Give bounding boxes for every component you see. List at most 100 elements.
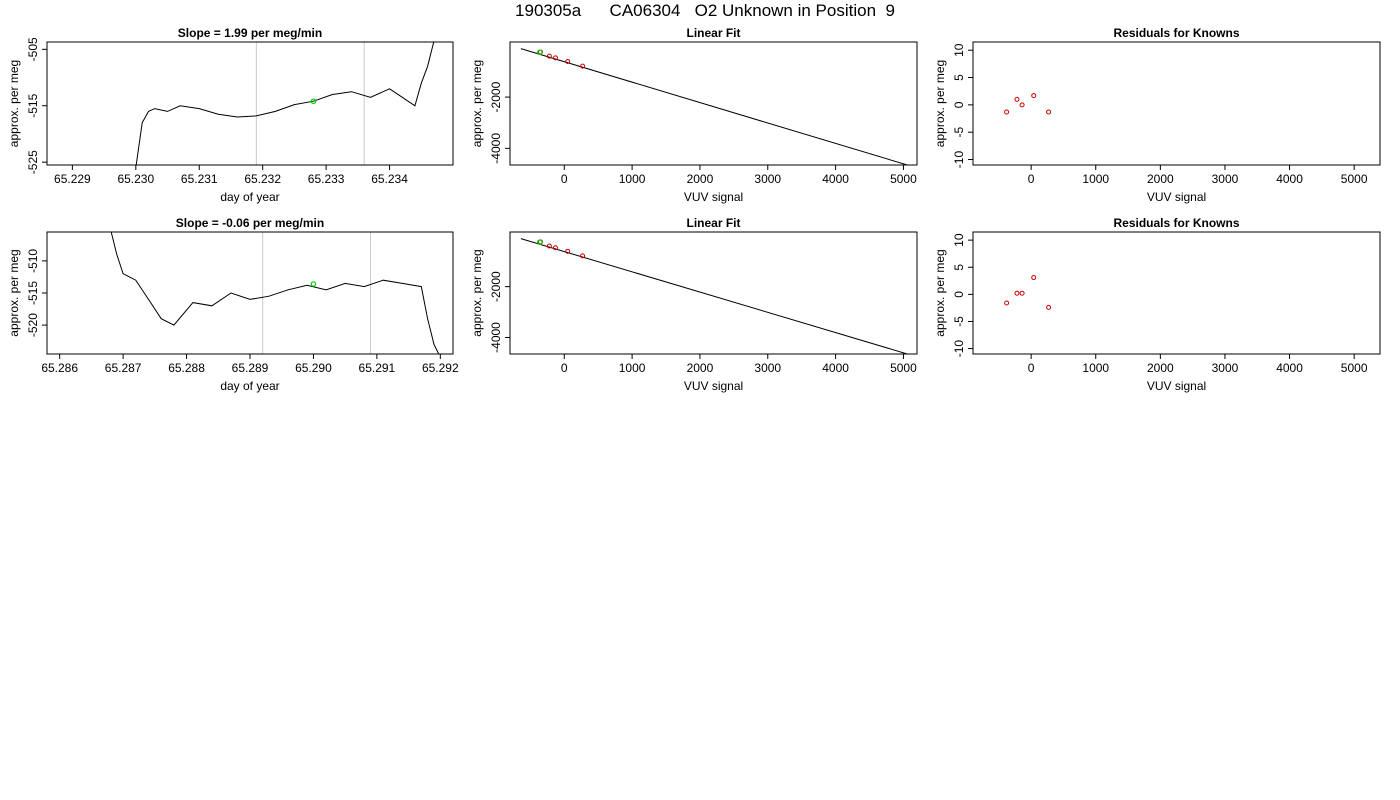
x-tick-label: 2000 xyxy=(1147,172,1174,186)
x-tick-label: 3000 xyxy=(754,172,781,186)
x-tick-label: 65.290 xyxy=(295,361,332,375)
y-tick-label: -515 xyxy=(26,281,40,305)
plot-area xyxy=(520,48,910,165)
x-axis-label: day of year xyxy=(220,190,279,204)
y-tick-label: 0 xyxy=(952,101,966,108)
plot-area xyxy=(1004,275,1052,310)
x-tick-label: 5000 xyxy=(1341,361,1368,375)
y-tick-label: 0 xyxy=(952,291,966,298)
highlight-marker xyxy=(310,281,317,287)
plot-frame xyxy=(509,41,918,166)
x-tick-label: 1000 xyxy=(1082,172,1109,186)
x-tick-label: 1000 xyxy=(619,361,646,375)
y-tick-label: -2000 xyxy=(489,271,503,302)
x-tick-label: 4000 xyxy=(822,172,849,186)
panel-title: Residuals for Knowns xyxy=(1113,216,1239,230)
plot-frame xyxy=(972,41,1381,166)
data-point xyxy=(1014,290,1020,296)
y-tick-label: -505 xyxy=(26,37,40,61)
chart-panel-row2-fit: Linear Fit 0 1000 2000 3000 4000 5000 -4000 -200… xyxy=(470,216,918,393)
data-point xyxy=(546,243,552,249)
y-axis-label: approx. per meg xyxy=(933,249,947,336)
x-axis-label: day of year xyxy=(220,379,279,393)
x-tick-label: 65.286 xyxy=(41,361,78,375)
plot-area xyxy=(1004,93,1052,115)
x-tick-label: 2000 xyxy=(687,172,714,186)
x-axis-label: VUV signal xyxy=(1147,190,1206,204)
y-tick-label: -510 xyxy=(26,249,40,273)
x-tick-label: 2000 xyxy=(1147,361,1174,375)
y-tick-label: 10 xyxy=(952,233,966,247)
plot-frame xyxy=(509,231,918,355)
x-tick-label: 65.287 xyxy=(105,361,142,375)
y-tick-label: 10 xyxy=(952,43,966,57)
data-point xyxy=(580,253,586,259)
y-tick-label: -10 xyxy=(952,340,966,358)
y-tick-label: -10 xyxy=(952,151,966,169)
figure-canvas: Slope = 1.99 per meg/min 65.229 65.230 65.2… xyxy=(7,26,1381,393)
panel-title: Linear Fit xyxy=(686,26,740,40)
data-line xyxy=(135,42,435,165)
panel-title: Slope = 1.99 per meg/min xyxy=(178,26,322,40)
y-tick-label: -5 xyxy=(952,316,966,327)
x-tick-label: 65.292 xyxy=(422,361,459,375)
y-tick-label: -4000 xyxy=(489,322,503,353)
data-point xyxy=(552,55,558,61)
data-point xyxy=(1019,290,1025,296)
plot-frame xyxy=(46,41,454,166)
figure-title: 190305a CA06304 O2 Unknown in Position 9 xyxy=(515,1,895,20)
y-tick-label: -515 xyxy=(26,93,40,117)
y-axis-label: approx. per meg xyxy=(7,249,21,336)
data-point xyxy=(1031,275,1037,281)
plot-area xyxy=(110,232,440,354)
x-tick-label: 65.289 xyxy=(232,361,269,375)
panel-title: Residuals for Knowns xyxy=(1113,26,1239,40)
plot-area xyxy=(135,42,435,165)
x-tick-label: 65.288 xyxy=(168,361,205,375)
x-tick-label: 5000 xyxy=(890,172,917,186)
x-tick-label: 3000 xyxy=(754,361,781,375)
data-point xyxy=(1046,304,1052,310)
x-tick-label: 1000 xyxy=(619,172,646,186)
highlight-marker xyxy=(537,49,543,56)
highlight-marker xyxy=(537,239,543,245)
data-point xyxy=(1031,93,1037,99)
chart-panel-row2-time: Slope = -0.06 per meg/min 65.286 65.287 65.… xyxy=(7,216,459,393)
x-tick-label: 65.291 xyxy=(359,361,396,375)
data-point xyxy=(546,53,552,59)
x-tick-label: 65.233 xyxy=(308,172,345,186)
plot-frame xyxy=(46,231,454,355)
data-line xyxy=(110,232,440,354)
x-tick-label: 65.230 xyxy=(117,172,154,186)
x-tick-label: 1000 xyxy=(1082,361,1109,375)
x-tick-label: 5000 xyxy=(1341,172,1368,186)
highlight-marker xyxy=(310,98,317,105)
x-tick-label: 5000 xyxy=(890,361,917,375)
y-tick-label: -525 xyxy=(26,150,40,174)
x-axis-label: VUV signal xyxy=(684,379,743,393)
y-tick-label: -2000 xyxy=(489,81,503,112)
data-point xyxy=(565,248,571,254)
x-tick-label: 0 xyxy=(1028,361,1035,375)
x-tick-label: 4000 xyxy=(1276,361,1303,375)
x-tick-label: 65.234 xyxy=(371,172,408,186)
data-point xyxy=(580,63,586,69)
chart-panel-row2-residuals: Residuals for Knowns 0 1000 2000 3000 4000 500… xyxy=(933,216,1381,393)
x-tick-label: 0 xyxy=(1028,172,1035,186)
plot-area xyxy=(520,238,910,354)
x-axis-label: VUV signal xyxy=(1147,379,1206,393)
data-point xyxy=(552,245,558,251)
fit-line xyxy=(520,48,910,165)
fit-line xyxy=(520,238,910,354)
x-tick-label: 3000 xyxy=(1212,172,1239,186)
data-point xyxy=(1014,96,1020,102)
chart-panel-row1-time: Slope = 1.99 per meg/min 65.229 65.230 65.2… xyxy=(7,26,454,204)
y-axis-label: approx. per meg xyxy=(470,249,484,336)
chart-panel-row1-residuals: Residuals for Knowns 0 1000 2000 3000 4000 500… xyxy=(933,26,1381,204)
x-tick-label: 0 xyxy=(561,361,568,375)
y-tick-label: -4000 xyxy=(489,133,503,164)
y-axis-label: approx. per meg xyxy=(470,60,484,147)
x-tick-label: 4000 xyxy=(1276,172,1303,186)
x-axis-label: VUV signal xyxy=(684,190,743,204)
x-tick-label: 4000 xyxy=(822,361,849,375)
